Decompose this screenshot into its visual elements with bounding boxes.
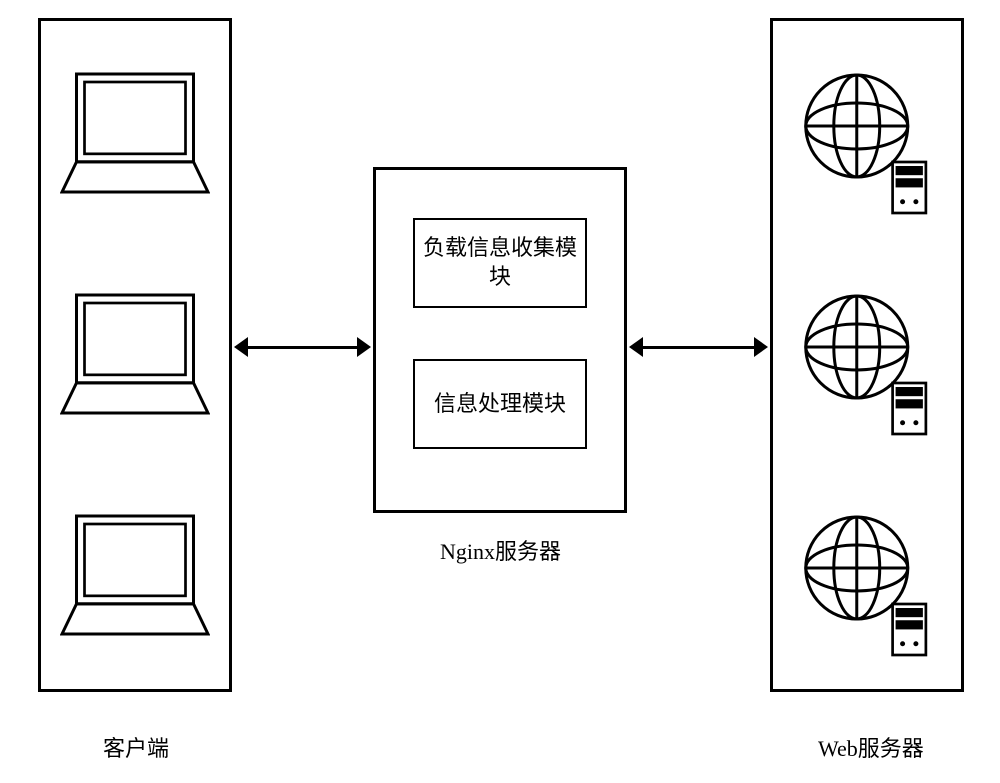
module-top-label: 负载信息收集模块 xyxy=(419,234,581,291)
globe-server-icon xyxy=(803,293,931,448)
module-info-process: 信息处理模块 xyxy=(413,359,587,449)
web-label: Web服务器 xyxy=(818,731,924,763)
globe-server-icon xyxy=(803,514,931,669)
laptop-icon xyxy=(60,72,210,199)
globe-server-icon xyxy=(803,72,931,227)
arrow-head-icon xyxy=(754,337,768,357)
laptop-icon xyxy=(60,293,210,420)
nginx-label: Nginx服务器 xyxy=(440,534,561,566)
client-label: 客户端 xyxy=(103,731,169,763)
arrow-head-icon xyxy=(629,337,643,357)
arrow-head-icon xyxy=(234,337,248,357)
arrow-head-icon xyxy=(357,337,371,357)
module-load-info-collect: 负载信息收集模块 xyxy=(413,218,587,308)
arrow-nginx-web xyxy=(641,346,756,349)
laptop-icon xyxy=(60,514,210,641)
arrow-client-nginx xyxy=(246,346,359,349)
module-bottom-label: 信息处理模块 xyxy=(434,390,566,419)
